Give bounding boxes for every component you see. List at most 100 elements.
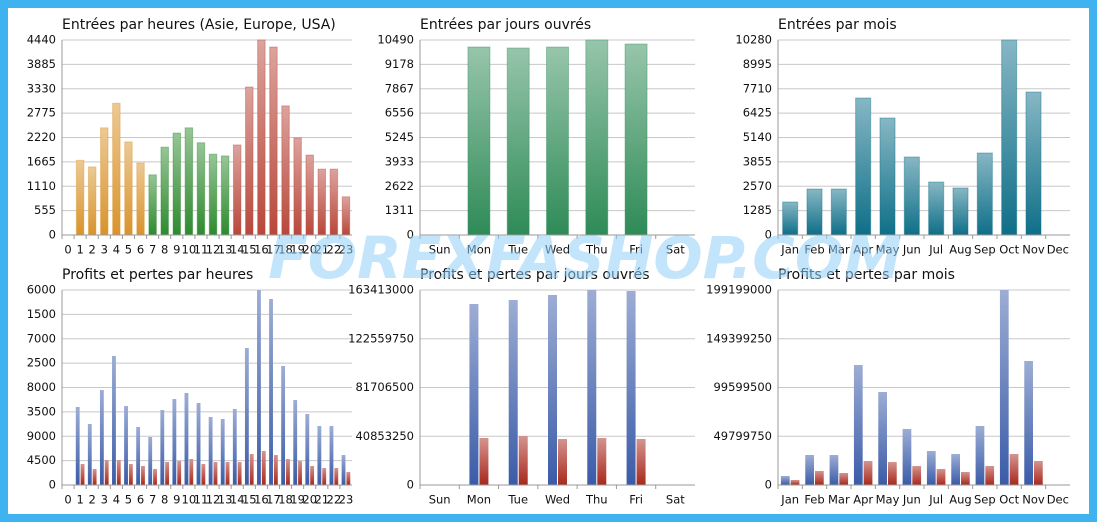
bar: [467, 46, 491, 236]
bar: [160, 146, 169, 236]
bar: [341, 454, 346, 485]
x-tick-label: 4: [113, 493, 120, 507]
x-tick-label: 1: [76, 493, 83, 507]
bar: [172, 399, 177, 485]
bar: [184, 392, 189, 485]
bar: [232, 144, 242, 236]
x-tick-label: Sat: [666, 493, 685, 507]
y-tick-label: 6556: [385, 106, 414, 120]
x-tick-label: 8: [161, 243, 168, 257]
bar: [124, 406, 128, 485]
x-tick-label: Thu: [585, 243, 608, 257]
y-tick-label: 99599500: [713, 380, 772, 394]
bar: [317, 426, 322, 485]
x-tick-label: Apr: [853, 243, 873, 257]
x-tick-label: 14: [230, 243, 245, 257]
y-tick-label: 4436000: [5, 283, 56, 297]
x-tick-label: 19: [290, 243, 305, 257]
x-tick-label: Jul: [928, 243, 943, 257]
y-tick-label: 122559750: [348, 331, 414, 345]
x-tick-label: Oct: [999, 243, 1019, 257]
x-tick-label: Jul: [928, 493, 943, 507]
x-tick-label: 5: [125, 243, 132, 257]
x-tick-label: 1: [76, 243, 83, 257]
bar: [928, 181, 945, 236]
bar: [261, 450, 266, 485]
bar: [213, 462, 218, 485]
x-tick-label: 6: [137, 493, 144, 507]
bar: [196, 142, 206, 236]
y-tick-label: 3933: [385, 154, 414, 168]
y-tick-label: 49799750: [713, 429, 772, 443]
x-tick-label: 18: [278, 243, 293, 257]
x-tick-label: Jan: [780, 493, 799, 507]
bar: [912, 465, 922, 485]
bar: [805, 455, 814, 485]
y-tick-label: 1663500: [5, 404, 56, 418]
bar: [855, 97, 872, 236]
bar: [124, 141, 133, 236]
x-tick-label: Aug: [949, 493, 971, 507]
x-tick-label: 3: [101, 243, 108, 257]
y-tick-label: 9178: [385, 57, 414, 71]
bar: [293, 400, 298, 485]
bar: [160, 410, 165, 485]
bar: [87, 166, 97, 236]
bar: [128, 464, 133, 485]
x-tick-label: Mon: [467, 493, 491, 507]
x-tick-label: 16: [254, 493, 269, 507]
bar: [104, 460, 109, 485]
y-tick-label: 2218000: [5, 380, 56, 394]
x-tick-label: 12: [206, 493, 221, 507]
bar: [1009, 453, 1019, 485]
x-tick-label: 7: [149, 243, 156, 257]
x-tick-label: 5: [125, 493, 132, 507]
x-tick-label: 9: [173, 493, 180, 507]
bar: [148, 436, 153, 485]
chart-title: Entrées par heures (Asie, Europe, USA): [62, 17, 336, 33]
x-tick-label: 4: [113, 243, 120, 257]
y-tick-label: 3327000: [5, 331, 56, 345]
x-tick-label: Tue: [507, 493, 528, 507]
bar: [518, 436, 528, 485]
bar: [245, 86, 254, 236]
chart-title: Entrées par jours ouvrés: [420, 17, 591, 33]
x-tick-label: 12: [206, 243, 221, 257]
x-tick-label: Dec: [1047, 243, 1069, 257]
bar: [305, 414, 310, 485]
bar: [136, 427, 141, 485]
x-tick-label: 17: [266, 243, 281, 257]
x-tick-label: Fri: [629, 243, 643, 257]
bar: [853, 365, 863, 485]
x-tick-label: Sun: [429, 243, 451, 257]
bar: [165, 462, 170, 485]
bar: [257, 39, 266, 236]
x-tick-label: 21: [314, 243, 329, 257]
x-tick-label: 3: [101, 493, 108, 507]
y-tick-label: 1665: [27, 154, 56, 168]
bar: [508, 300, 518, 485]
bar: [177, 460, 182, 485]
bar: [999, 290, 1009, 485]
watermark: FOREXFASHOP.COM: [268, 224, 902, 292]
y-tick-label: 10490: [377, 33, 414, 47]
x-tick-label: Wed: [545, 493, 570, 507]
y-tick-label: 5140: [743, 130, 772, 144]
x-tick-label: 7: [149, 493, 156, 507]
bar: [961, 471, 970, 485]
x-tick-label: Wed: [545, 243, 570, 257]
x-tick-label: 15: [242, 493, 257, 507]
bar: [244, 348, 249, 485]
y-tick-label: 149399250: [706, 331, 772, 345]
bar: [208, 153, 218, 236]
bar: [985, 465, 995, 485]
bar: [225, 462, 230, 485]
x-tick-label: Sun: [429, 493, 451, 507]
x-tick-label: 2: [89, 493, 96, 507]
x-tick-label: Fri: [629, 493, 643, 507]
y-tick-label: 1285: [743, 203, 772, 217]
x-tick-label: 23: [339, 243, 354, 257]
y-tick-label: 2220: [27, 130, 56, 144]
x-tick-label: 19: [290, 493, 305, 507]
bar: [815, 471, 824, 485]
